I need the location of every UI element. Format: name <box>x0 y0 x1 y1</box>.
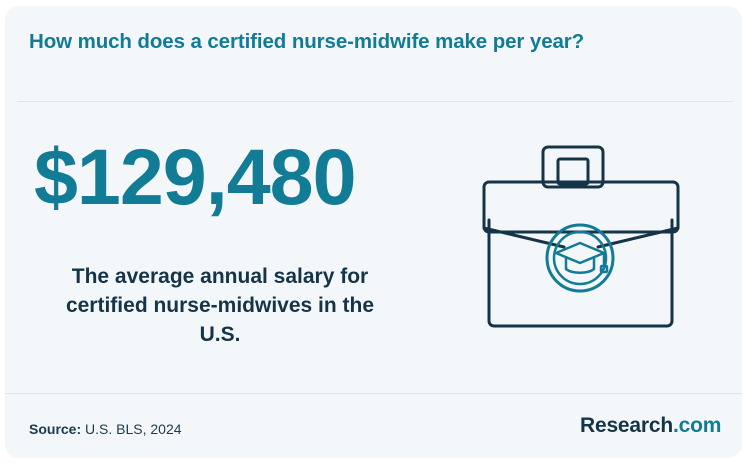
brand-name: Research <box>580 414 673 437</box>
briefcase-handle-inner <box>556 157 590 186</box>
brand-tld: .com <box>672 414 722 437</box>
graduation-cap-icon <box>554 241 609 274</box>
source-value: U.S. BLS, 2024 <box>81 421 182 437</box>
top-divider <box>17 101 733 102</box>
source-citation: Source: U.S. BLS, 2024 <box>29 421 182 437</box>
briefcase-handle <box>541 145 605 189</box>
salary-value: $129,480 <box>34 132 357 221</box>
briefcase-body <box>487 218 674 328</box>
bottom-divider <box>5 393 742 394</box>
brand-logo: Research.com <box>580 414 721 438</box>
source-label: Source: <box>29 421 82 437</box>
badge-circle-outer <box>545 223 615 293</box>
salary-description: The average annual salary for certified … <box>65 265 375 346</box>
infographic-title: How much does a certified nurse-midwife … <box>29 30 585 53</box>
briefcase-graduation-cap-icon <box>482 145 680 328</box>
badge-circle-inner <box>552 230 608 286</box>
